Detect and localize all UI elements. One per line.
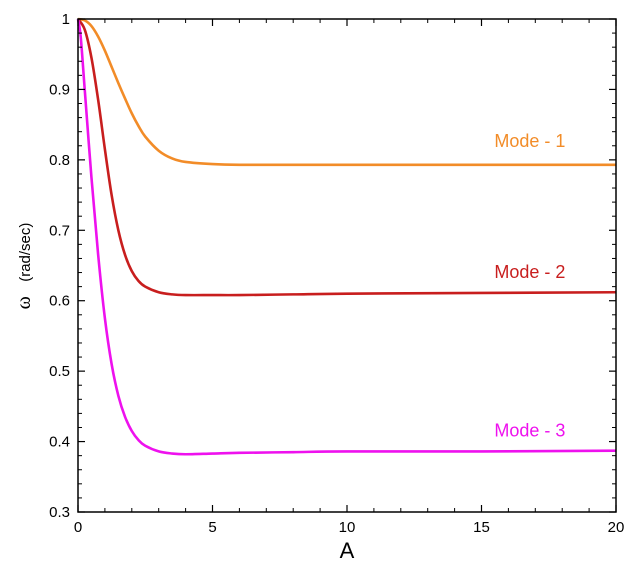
series-line-mode-1 [77, 17, 616, 167]
y-axis-unit: (rad/sec) [17, 223, 34, 282]
y-axis-title: ω (rad/sec) [13, 223, 35, 310]
x-tick-label: 20 [608, 519, 625, 536]
series-line-mode-3 [76, 18, 617, 456]
labels-layer: Mode - 1 Mode - 2 Mode - 3 [494, 131, 565, 440]
x-tick-label: 10 [339, 519, 356, 536]
series-line-mode-2 [76, 18, 617, 297]
x-axis-title: A [340, 538, 355, 563]
series-label: Mode - 3 [494, 421, 565, 441]
x-tick-label: 0 [74, 519, 82, 536]
y-tick-label: 0.4 [49, 434, 70, 451]
y-tick-label: 0.9 [49, 81, 70, 98]
y-tick-label: 0.7 [49, 222, 70, 239]
y-tick-label: 0.5 [49, 363, 70, 380]
y-axis-symbol: ω [13, 296, 35, 309]
y-tick-label: 1 [62, 11, 70, 28]
ticks-layer: 0 5 10 15 20 0.3 0.4 0.5 0.6 0.7 0.8 0.9 1 [49, 11, 624, 536]
y-axis-title-group: ω (rad/sec) [13, 223, 35, 310]
series-layer [76, 17, 617, 456]
x-tick-label: 15 [473, 519, 490, 536]
y-tick-label: 0.8 [49, 152, 70, 169]
x-tick-label: 5 [208, 519, 216, 536]
series-label: Mode - 1 [494, 131, 565, 151]
y-tick-label: 0.3 [49, 504, 70, 521]
y-tick-label: 0.6 [49, 293, 70, 310]
series-label: Mode - 2 [494, 262, 565, 282]
